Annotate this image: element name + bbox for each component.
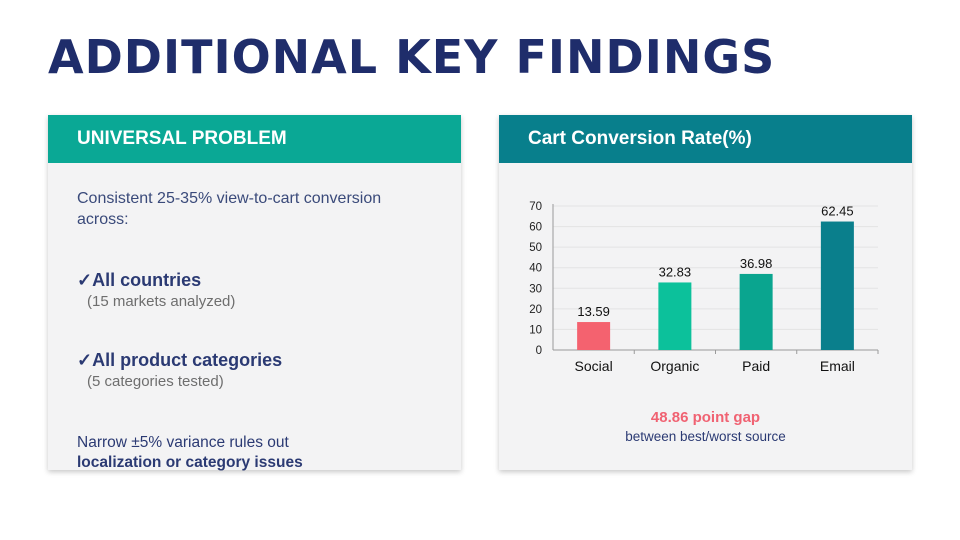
check-item-subtext: (15 markets analyzed) <box>87 293 236 310</box>
check-item-title: All product categories <box>92 350 283 370</box>
conversion-rate-header: Cart Conversion Rate(%) <box>499 115 912 163</box>
intro-text: Consistent 25-35% view-to-cart conversio… <box>77 190 382 228</box>
y-tick-label: 20 <box>529 304 542 316</box>
slide-title: ADDITIONAL KEY FINDINGS <box>48 30 776 84</box>
y-tick-label: 10 <box>529 324 542 336</box>
checkmark-icon: ✓ <box>77 350 93 370</box>
variance-note-line2: localization or category issues <box>77 454 303 471</box>
check-item-title: All countries <box>92 270 202 290</box>
bar-organic <box>658 282 692 350</box>
x-tick-label: Email <box>820 358 855 374</box>
gap-subtext: between best/worst source <box>625 429 786 444</box>
bar-social <box>577 322 611 350</box>
check-item-categories: ✓All product categories (5 categories te… <box>77 350 282 390</box>
universal-problem-header: UNIVERSAL PROBLEM <box>48 115 461 163</box>
check-item-countries: ✓All countries (15 markets analyzed) <box>77 270 235 310</box>
bar-paid <box>739 273 773 350</box>
universal-problem-card: UNIVERSAL PROBLEM Consistent 25-35% view… <box>48 115 461 473</box>
conversion-bar-chart: 0 10 20 30 40 50 60 70 13.59 Social 32.83 Organic 36… <box>529 201 879 374</box>
variance-note-line1: Narrow ±5% variance rules out <box>77 434 289 451</box>
bar-email <box>820 221 854 350</box>
y-tick-label: 70 <box>529 201 542 213</box>
y-tick-label: 60 <box>529 222 542 234</box>
x-tick-label: Paid <box>742 358 770 374</box>
y-tick-label: 30 <box>529 283 542 295</box>
x-tick-label: Organic <box>650 358 699 374</box>
y-tick-label: 50 <box>529 242 542 254</box>
conversion-rate-card: Cart Conversion Rate(%) 0 10 20 30 40 50 60 70 1… <box>499 115 912 470</box>
gap-label: 48.86 point gap <box>650 409 761 426</box>
y-tick-label: 0 <box>536 345 542 357</box>
checkmark-icon: ✓ <box>77 270 93 290</box>
data-label: 62.45 <box>821 204 854 219</box>
x-tick-label: Social <box>575 358 613 374</box>
y-tick-label: 40 <box>529 263 542 275</box>
variance-note: Narrow ±5% variance rules out localizati… <box>77 433 437 473</box>
check-item-subtext: (5 categories tested) <box>87 373 224 390</box>
data-label: 32.83 <box>659 264 692 279</box>
data-label: 13.59 <box>577 304 610 319</box>
data-label: 36.98 <box>740 256 773 271</box>
